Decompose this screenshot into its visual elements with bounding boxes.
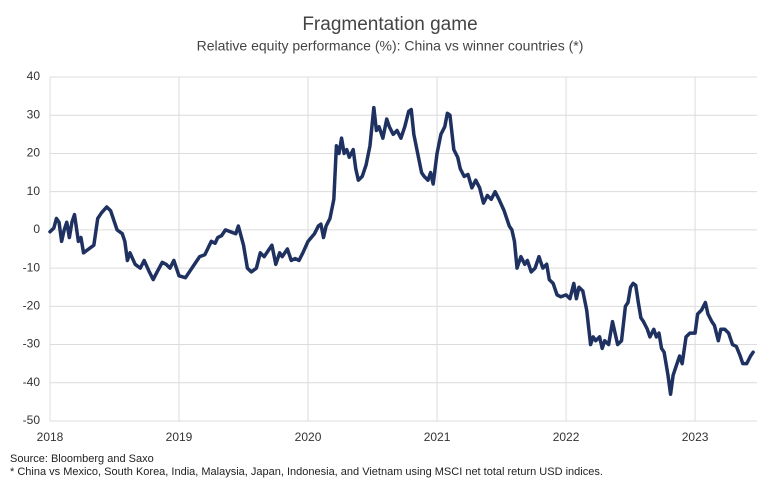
x-tick-label: 2023 — [682, 430, 709, 444]
chart-title: Fragmentation game — [302, 14, 477, 35]
x-tick-label: 2019 — [166, 430, 193, 444]
x-tick-label: 2022 — [553, 430, 580, 444]
footnote: * China vs Mexico, South Korea, India, M… — [10, 466, 603, 478]
chart-subtitle: Relative equity performance (%): China v… — [197, 38, 584, 54]
x-tick-label: 2021 — [424, 430, 451, 444]
y-tick-label: -40 — [23, 375, 41, 389]
y-tick-label: -50 — [23, 413, 41, 427]
y-tick-label: 20 — [27, 146, 41, 160]
y-tick-label: -20 — [23, 299, 41, 313]
data-line — [48, 105, 755, 396]
y-tick-label: 10 — [27, 184, 41, 198]
y-tick-label: -10 — [23, 260, 41, 274]
y-tick-label: 30 — [27, 107, 41, 121]
y-tick-label: 40 — [27, 69, 41, 83]
source: Source: Bloomberg and Saxo — [10, 453, 154, 465]
x-tick-label: 2018 — [37, 430, 64, 444]
y-tick-label: 0 — [33, 222, 40, 236]
y-tick-label: -30 — [23, 337, 41, 351]
x-tick-label: 2020 — [295, 430, 322, 444]
